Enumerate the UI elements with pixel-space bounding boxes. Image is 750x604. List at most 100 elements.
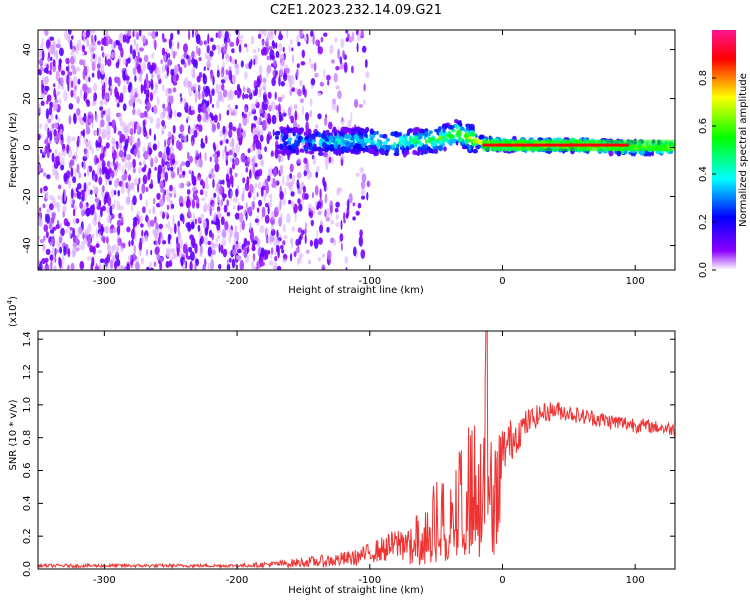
noise-speckle [254, 218, 259, 223]
noise-speckle [291, 201, 296, 208]
ridge-blob [402, 151, 407, 158]
noise-speckle [345, 267, 348, 270]
noise-speckle [234, 157, 240, 166]
snr-y-label: SNR (10 * v/v) [8, 399, 19, 470]
noise-speckle [260, 158, 265, 168]
noise-speckle [263, 103, 268, 111]
noise-speckle [129, 120, 133, 127]
noise-speckle [335, 85, 340, 90]
noise-speckle [91, 246, 95, 253]
noise-speckle [103, 108, 108, 117]
noise-speckle [194, 149, 199, 157]
ridge-blob [352, 145, 356, 152]
noise-speckle [117, 244, 120, 251]
noise-speckle [331, 101, 337, 111]
noise-speckle [106, 123, 111, 135]
noise-speckle [253, 58, 256, 66]
noise-speckle [352, 216, 356, 221]
noise-speckle [164, 210, 169, 217]
noise-speckle [237, 248, 242, 254]
noise-speckle [310, 78, 316, 86]
noise-speckle [40, 187, 43, 194]
noise-speckle [180, 58, 185, 65]
noise-speckle [210, 254, 213, 262]
noise-speckle [272, 42, 276, 50]
noise-speckle [304, 222, 308, 229]
noise-speckle [38, 103, 42, 114]
colorbar-tick-label: 0.0 [698, 262, 709, 278]
noise-speckle [121, 174, 126, 182]
noise-speckle [295, 247, 300, 254]
noise-speckle [226, 259, 229, 265]
noise-speckle [66, 74, 70, 85]
noise-speckle [99, 100, 104, 106]
noise-speckle [103, 94, 109, 106]
ridge-blob [317, 132, 322, 138]
noise-speckle [219, 140, 223, 146]
noise-speckle [58, 98, 62, 105]
ridge-blob [478, 139, 483, 146]
noise-speckle [282, 46, 285, 53]
noise-speckle [62, 210, 65, 218]
noise-speckle [77, 113, 82, 123]
noise-speckle [134, 230, 137, 242]
noise-speckle [47, 127, 50, 139]
noise-speckle [194, 59, 198, 69]
noise-speckle [100, 145, 104, 154]
y-tick-label: 40 [22, 43, 33, 56]
noise-speckle [345, 212, 349, 219]
noise-speckle [132, 195, 137, 206]
noise-speckle [38, 258, 41, 265]
noise-speckle [101, 84, 105, 94]
noise-speckle [274, 250, 277, 256]
noise-speckle [240, 60, 244, 68]
noise-speckle [234, 243, 239, 251]
noise-speckle [227, 103, 231, 110]
x-tick-label: 0 [499, 575, 505, 586]
noise-speckle [186, 54, 189, 60]
noise-speckle [57, 84, 61, 90]
noise-speckle [200, 213, 204, 220]
colorbar-tick-label: 0.8 [698, 70, 709, 86]
ridge-blob [356, 143, 362, 150]
noise-speckle [197, 92, 203, 100]
noise-speckle [328, 156, 332, 164]
noise-speckle [275, 105, 279, 111]
ridge-blob [369, 128, 374, 135]
noise-speckle [353, 246, 357, 257]
noise-speckle [201, 99, 207, 105]
noise-speckle [177, 41, 180, 50]
noise-speckle [179, 174, 182, 179]
noise-speckle [297, 189, 301, 195]
noise-speckle [211, 44, 216, 51]
noise-speckle [172, 81, 178, 86]
noise-speckle [250, 260, 255, 268]
noise-speckle [126, 226, 131, 233]
noise-speckle [50, 113, 54, 122]
noise-speckle [130, 161, 134, 169]
noise-speckle [351, 31, 355, 41]
noise-speckle [157, 177, 161, 184]
noise-speckle [99, 123, 102, 132]
noise-speckle [191, 140, 194, 147]
x-tick-label: 0 [499, 276, 505, 287]
noise-speckle [282, 224, 286, 233]
noise-speckle [218, 243, 221, 253]
noise-speckle [312, 192, 314, 199]
noise-speckle [45, 248, 51, 256]
ridge-blob [287, 128, 293, 134]
noise-speckle [310, 30, 314, 37]
noise-speckle [138, 161, 142, 166]
noise-speckle [296, 63, 300, 69]
noise-speckle [335, 222, 340, 228]
noise-speckle [154, 246, 159, 255]
colorbar-label: Normalized spectral amplitude [738, 73, 749, 227]
noise-speckle [94, 198, 99, 203]
noise-speckle [145, 73, 149, 84]
noise-speckle [268, 104, 272, 112]
noise-speckle [136, 210, 141, 219]
noise-speckle [164, 171, 168, 182]
noise-speckle [70, 89, 74, 98]
noise-speckle [228, 69, 232, 81]
noise-speckle [304, 35, 308, 42]
